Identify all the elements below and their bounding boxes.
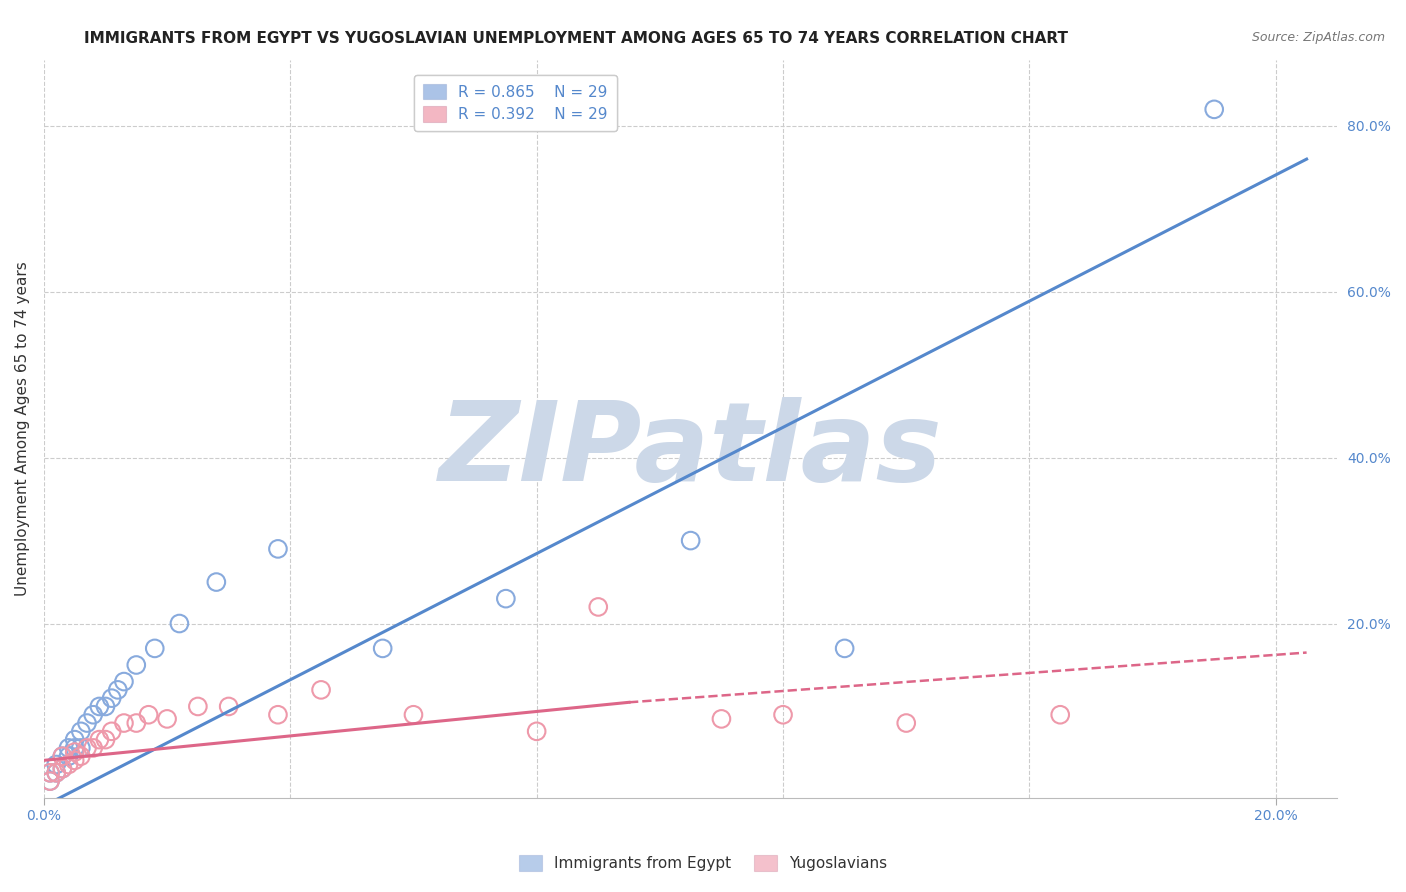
Point bbox=[169, 616, 191, 631]
Point bbox=[834, 641, 856, 656]
Text: IMMIGRANTS FROM EGYPT VS YUGOSLAVIAN UNEMPLOYMENT AMONG AGES 65 TO 74 YEARS CORR: IMMIGRANTS FROM EGYPT VS YUGOSLAVIAN UNE… bbox=[84, 31, 1069, 46]
Point bbox=[112, 674, 135, 689]
Point bbox=[586, 599, 609, 614]
Point bbox=[710, 712, 733, 726]
Point bbox=[63, 753, 86, 767]
Point bbox=[45, 765, 67, 780]
Point bbox=[205, 575, 228, 590]
Text: Source: ZipAtlas.com: Source: ZipAtlas.com bbox=[1251, 31, 1385, 45]
Point bbox=[76, 740, 98, 755]
Point bbox=[138, 707, 160, 722]
Point bbox=[89, 699, 111, 714]
Point bbox=[94, 732, 117, 747]
Point bbox=[58, 757, 80, 772]
Point bbox=[1049, 707, 1071, 722]
Point bbox=[125, 716, 148, 731]
Point bbox=[772, 707, 794, 722]
Point bbox=[896, 716, 918, 731]
Point bbox=[94, 699, 117, 714]
Point bbox=[51, 762, 73, 776]
Point bbox=[526, 724, 548, 739]
Point bbox=[402, 707, 425, 722]
Point bbox=[82, 740, 104, 755]
Point bbox=[107, 682, 129, 697]
Point bbox=[58, 749, 80, 764]
Point bbox=[63, 745, 86, 759]
Point bbox=[58, 740, 80, 755]
Point bbox=[63, 740, 86, 755]
Point bbox=[309, 682, 332, 697]
Legend: R = 0.865    N = 29, R = 0.392    N = 29: R = 0.865 N = 29, R = 0.392 N = 29 bbox=[413, 75, 617, 131]
Point bbox=[70, 724, 93, 739]
Text: ZIPatlas: ZIPatlas bbox=[439, 397, 942, 504]
Point bbox=[63, 732, 86, 747]
Point bbox=[39, 774, 62, 789]
Legend: Immigrants from Egypt, Yugoslavians: Immigrants from Egypt, Yugoslavians bbox=[513, 849, 893, 877]
Point bbox=[125, 658, 148, 673]
Point bbox=[143, 641, 166, 656]
Point bbox=[112, 716, 135, 731]
Point bbox=[45, 757, 67, 772]
Point bbox=[89, 732, 111, 747]
Point bbox=[70, 749, 93, 764]
Point bbox=[39, 774, 62, 789]
Point bbox=[70, 740, 93, 755]
Point bbox=[371, 641, 394, 656]
Point bbox=[51, 749, 73, 764]
Point bbox=[100, 691, 122, 706]
Point bbox=[100, 724, 122, 739]
Point bbox=[679, 533, 702, 548]
Point bbox=[218, 699, 240, 714]
Point bbox=[39, 765, 62, 780]
Point bbox=[82, 707, 104, 722]
Point bbox=[51, 749, 73, 764]
Point bbox=[495, 591, 517, 606]
Point bbox=[267, 541, 290, 556]
Point bbox=[39, 765, 62, 780]
Point bbox=[267, 707, 290, 722]
Point bbox=[1204, 103, 1226, 117]
Point bbox=[45, 765, 67, 780]
Point bbox=[156, 712, 179, 726]
Point bbox=[187, 699, 209, 714]
Point bbox=[51, 762, 73, 776]
Y-axis label: Unemployment Among Ages 65 to 74 years: Unemployment Among Ages 65 to 74 years bbox=[15, 261, 30, 596]
Point bbox=[76, 716, 98, 731]
